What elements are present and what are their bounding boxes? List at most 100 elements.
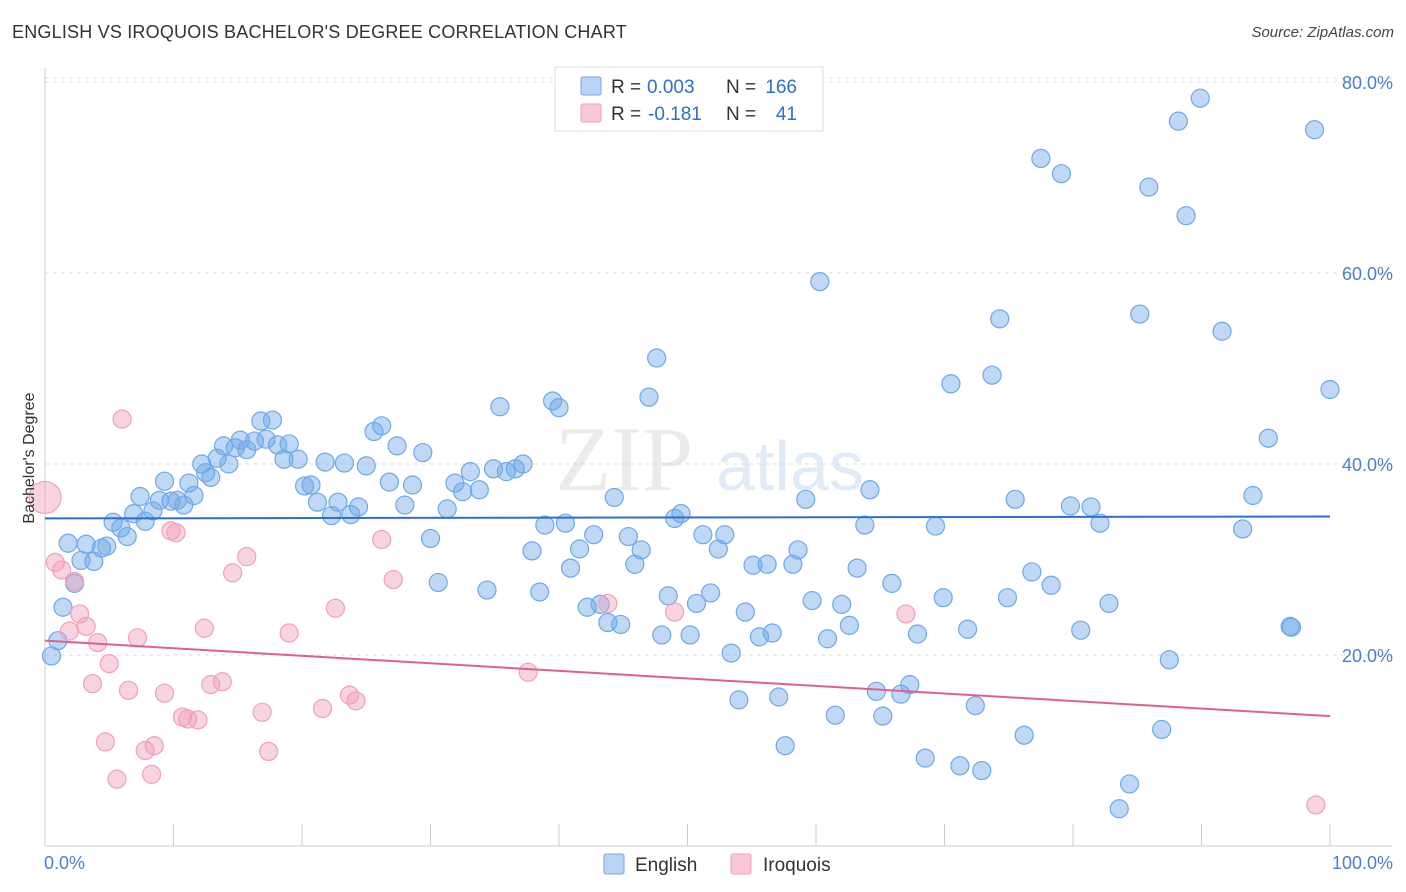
english-point (802, 590, 822, 611)
english-point (379, 472, 399, 492)
english-point (1090, 513, 1110, 533)
english-point (1051, 164, 1072, 184)
iroquois-point (325, 598, 346, 618)
english-point (334, 453, 355, 473)
english-point (549, 398, 569, 418)
english-point (328, 492, 348, 512)
english-point (783, 554, 803, 574)
english-point (680, 625, 700, 645)
english-point (1099, 593, 1119, 614)
iroquois-point (212, 672, 232, 692)
english-point (130, 486, 150, 507)
english-point (279, 434, 299, 454)
english-point (402, 475, 423, 495)
english-point (262, 410, 283, 430)
english-point (925, 516, 946, 536)
english-point (775, 736, 795, 756)
english-point (686, 593, 707, 614)
stats-legend: R = 0.003 N = 166 R = -0.181 N = 41 (554, 66, 824, 132)
english-point (569, 539, 590, 559)
english-point (522, 541, 542, 561)
y-tick-label: 80.0% (1342, 73, 1393, 93)
iroquois-point (383, 569, 403, 590)
iroquois-point (178, 709, 198, 729)
legend-n-label-2: N = (726, 104, 756, 125)
english-point (219, 454, 239, 474)
english-point (58, 533, 78, 553)
english-point (847, 558, 867, 578)
english-point (161, 491, 181, 511)
iroquois-point (59, 621, 80, 641)
legend-n-label-1: N = (726, 77, 756, 98)
chart-title: ENGLISH VS IROQUOIS BACHELOR'S DEGREE CO… (12, 22, 627, 42)
legend-r-label-2: R = (611, 104, 641, 125)
english-point (941, 374, 961, 394)
english-point (1005, 489, 1025, 509)
english-point (117, 526, 137, 547)
english-point (348, 497, 369, 517)
english-point (796, 489, 816, 509)
english-point (729, 690, 749, 710)
english-point (1152, 719, 1172, 740)
english-point (154, 471, 175, 491)
english-point (387, 436, 407, 456)
iroquois-point (127, 628, 148, 648)
iroquois-point (312, 698, 333, 719)
english-point (708, 539, 728, 559)
english-point (639, 387, 659, 407)
english-point (460, 462, 480, 482)
english-point (625, 554, 645, 574)
english-point (301, 475, 321, 495)
english-point (530, 582, 550, 602)
series-english (41, 88, 1340, 819)
iroquois-point (144, 736, 164, 756)
english-point (866, 681, 886, 701)
english-point (810, 271, 830, 292)
english-point (341, 505, 361, 525)
english-point (1176, 206, 1196, 226)
data-points (28, 88, 1340, 819)
legend-swatch-english (580, 76, 602, 96)
english-point (437, 499, 457, 519)
legend-iroquois-label: Iroquois (763, 855, 831, 876)
english-point (1190, 88, 1210, 108)
iroquois-point (665, 602, 685, 622)
iroquois-point (598, 593, 618, 614)
iroquois-point (279, 623, 299, 643)
iroquois-point (154, 683, 175, 703)
iroquois-point (372, 529, 392, 550)
english-point (584, 525, 604, 545)
english-point (1022, 562, 1042, 582)
iroquois-point (28, 480, 62, 515)
english-point (652, 625, 672, 645)
grid-lines (45, 77, 1392, 656)
english-point (274, 449, 294, 469)
english-point (1109, 799, 1129, 819)
english-point (179, 473, 199, 493)
english-point (143, 501, 163, 521)
english-point (560, 558, 581, 578)
english-point (307, 492, 328, 512)
english-point (477, 580, 497, 600)
english-point (420, 528, 441, 549)
english-point (693, 525, 713, 545)
english-point (1168, 111, 1188, 131)
english-point (490, 397, 510, 417)
english-point (990, 309, 1010, 329)
english-point (788, 540, 808, 560)
iroquois-point (1306, 795, 1326, 815)
english-point (201, 467, 221, 487)
english-point (933, 588, 953, 608)
english-point (395, 495, 415, 515)
iroquois-point (107, 769, 127, 789)
y-tick-label: 60.0% (1342, 264, 1393, 284)
english-point (1014, 725, 1034, 745)
english-point (372, 416, 392, 436)
english-point (1304, 120, 1325, 140)
series-iroquois (28, 409, 1326, 815)
iroquois-point (252, 702, 272, 722)
iroquois-point (258, 741, 279, 762)
x-tick-label: 100.0% (1332, 853, 1393, 873)
english-point (535, 515, 555, 535)
